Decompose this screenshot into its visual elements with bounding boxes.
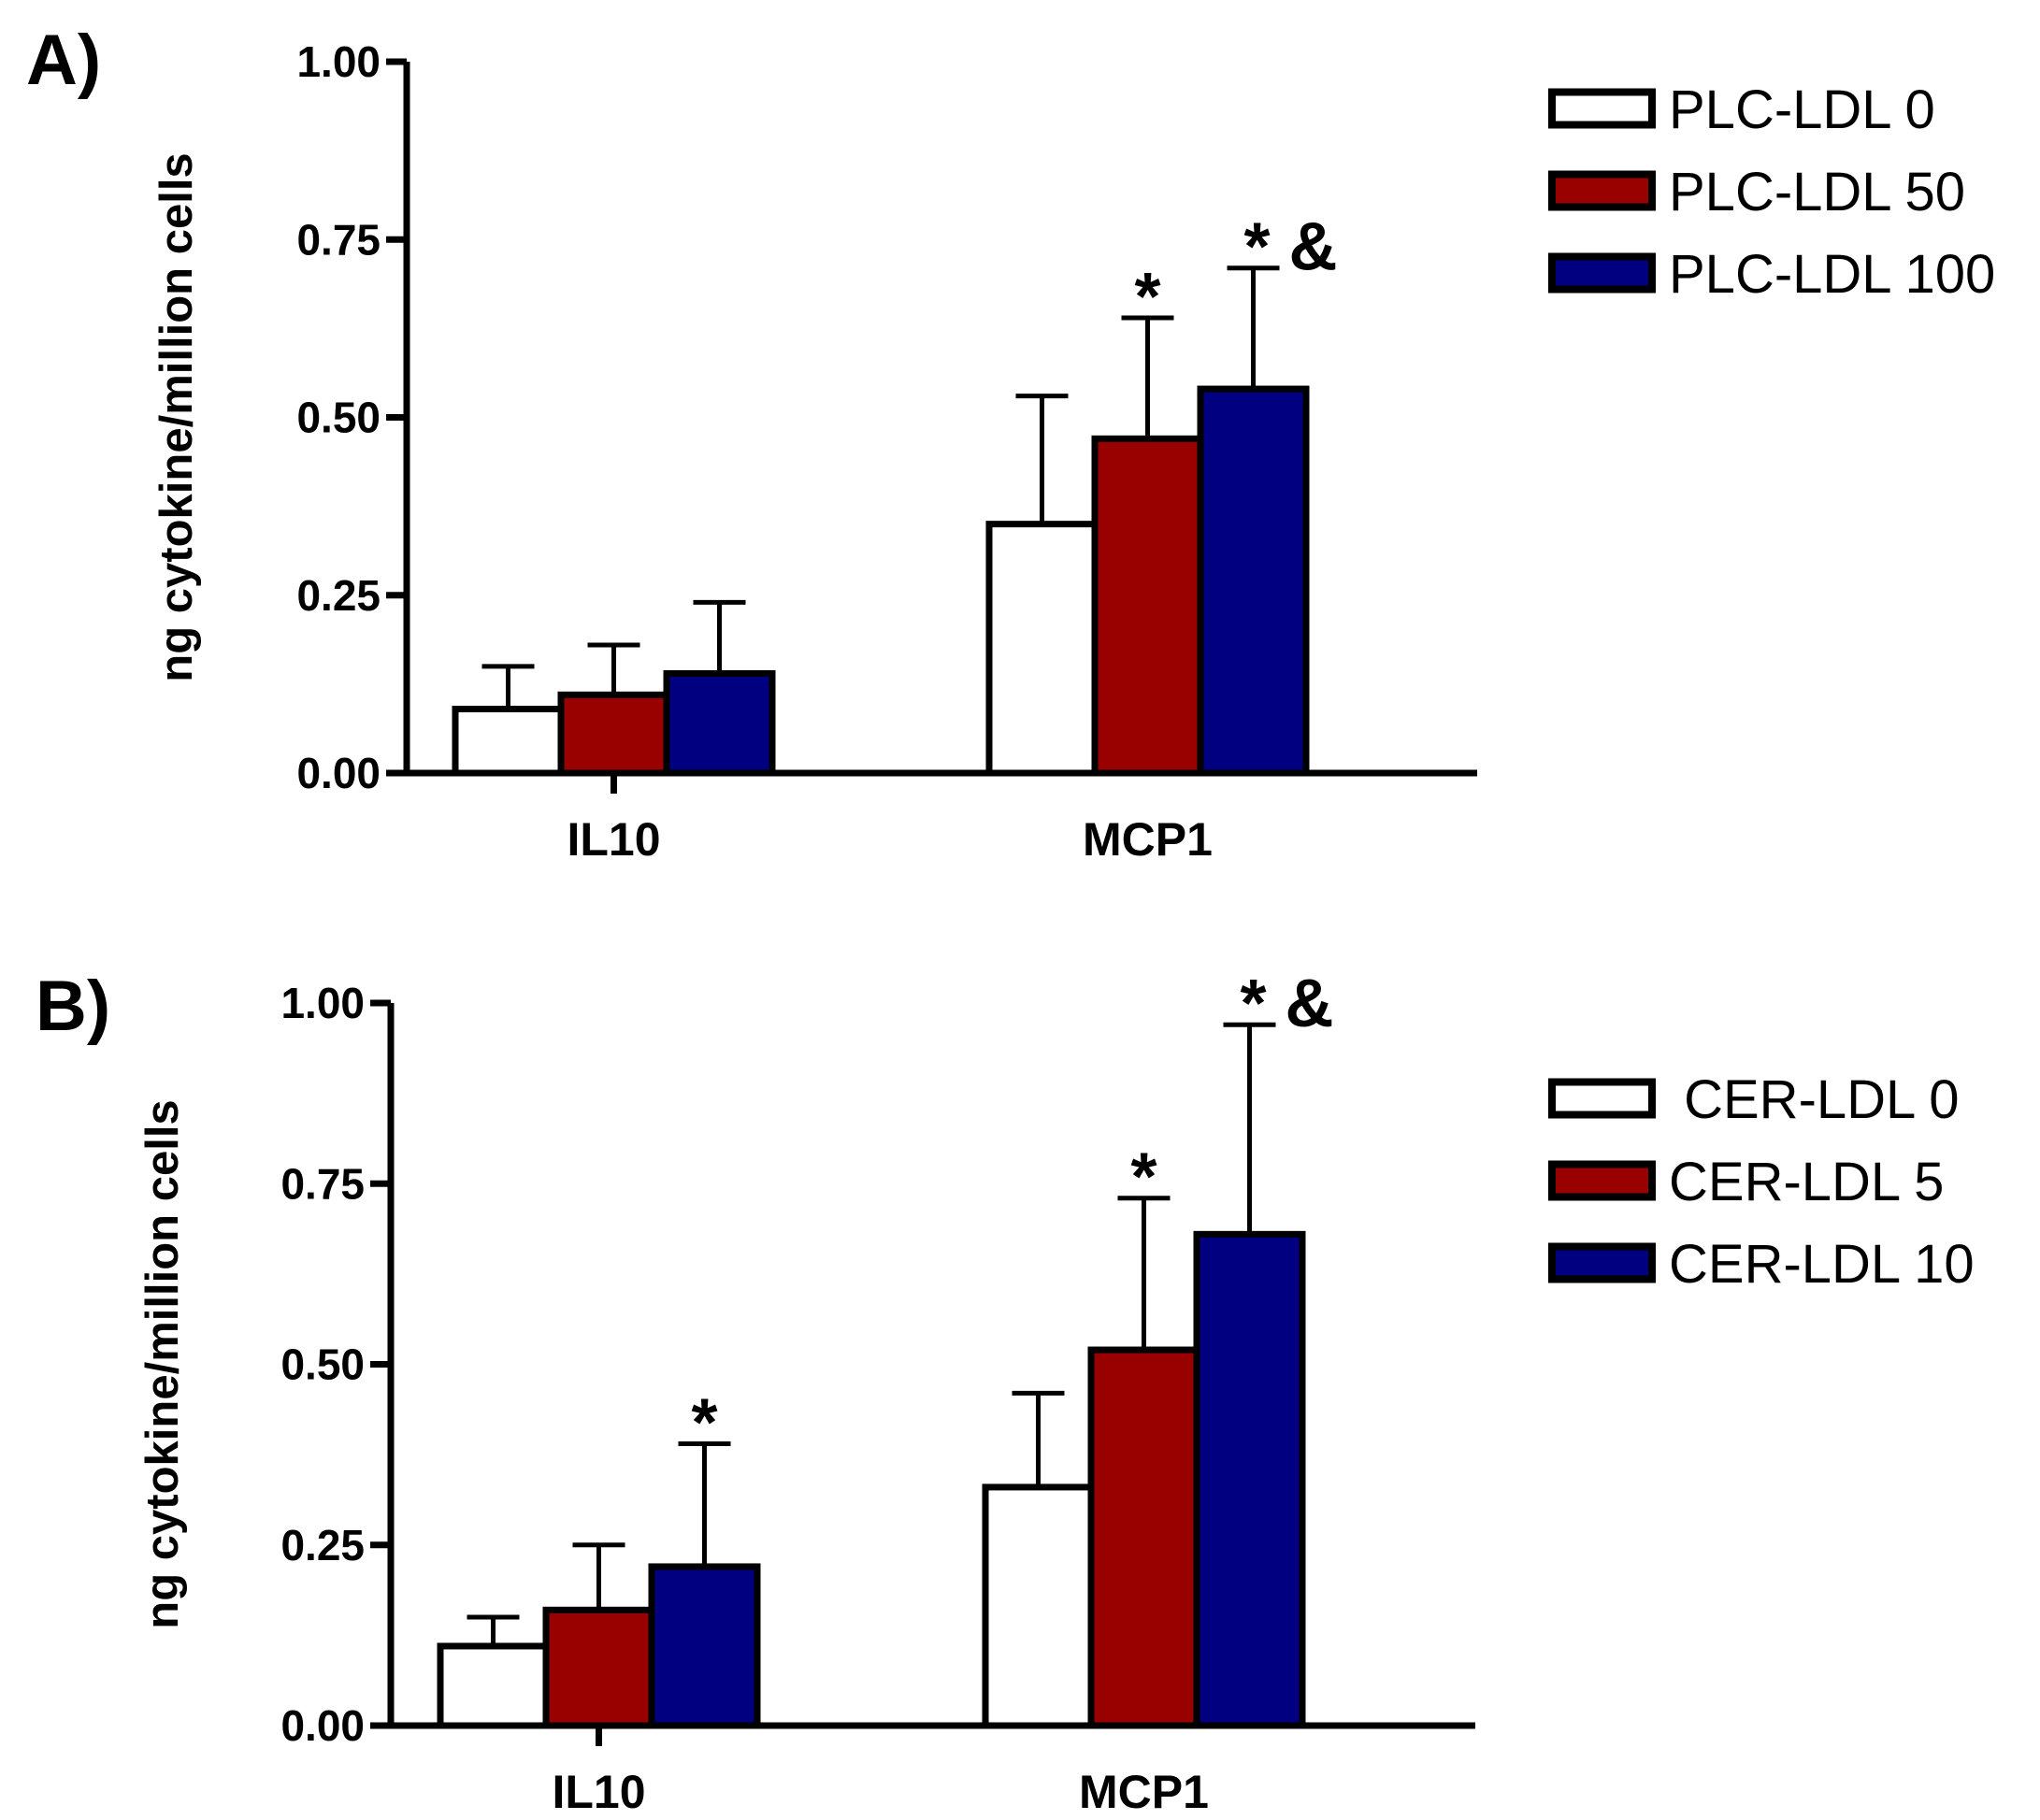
x-category-label: MCP1 bbox=[1079, 1766, 1209, 1818]
y-tick-label: 0.50 bbox=[280, 1340, 365, 1389]
y-tick-label: 0.50 bbox=[296, 394, 381, 442]
significance-marker: * bbox=[1130, 1140, 1156, 1215]
y-tick-label: 0.75 bbox=[296, 215, 381, 264]
y-tick-label: 1.00 bbox=[280, 979, 365, 1027]
bar-il10-2 bbox=[663, 669, 776, 777]
x-category-label: IL10 bbox=[567, 813, 660, 866]
bar-mcp1-0 bbox=[982, 1483, 1095, 1729]
bar-mcp1-2 bbox=[1193, 1230, 1306, 1729]
bar-il10-1 bbox=[542, 1606, 655, 1729]
bar-mcp1-1 bbox=[1087, 1346, 1200, 1729]
panel-a-chart: A) ng cytokine/million cells 0.00 0.25 0.50 0… bbox=[26, 21, 1995, 866]
y-tick-label: 0.25 bbox=[280, 1521, 365, 1569]
x-category-label: MCP1 bbox=[1083, 813, 1213, 866]
bar-mcp1-2 bbox=[1197, 385, 1310, 777]
legend-label: CER-LDL 10 bbox=[1669, 1234, 1975, 1295]
legend-label: PLC-LDL 0 bbox=[1669, 79, 1935, 140]
legend-swatch bbox=[1548, 1078, 1656, 1119]
y-axis-label: ng cytokine/million cells bbox=[137, 1099, 188, 1628]
significance-marker: * & bbox=[1243, 210, 1337, 285]
significance-marker: * bbox=[691, 1386, 717, 1461]
significance-marker: * & bbox=[1240, 967, 1333, 1041]
legend-label: CER-LDL 5 bbox=[1669, 1152, 1944, 1212]
bar-il10-0 bbox=[437, 1642, 550, 1729]
legend-label: PLC-LDL 50 bbox=[1669, 162, 1965, 222]
panel-label: B) bbox=[36, 967, 110, 1046]
bar-mcp1-0 bbox=[985, 521, 1099, 777]
x-category-label: IL10 bbox=[552, 1766, 645, 1818]
bar-il10-2 bbox=[648, 1563, 761, 1729]
legend-label: PLC-LDL 100 bbox=[1669, 244, 1995, 305]
legend-swatch bbox=[1548, 170, 1656, 211]
legend-label: CER-LDL 0 bbox=[1669, 1069, 1960, 1130]
panel-b-chart: B) ng cytokine/million cells 0.00 0.25 0.50 0… bbox=[36, 967, 1975, 1818]
y-axis-label: ng cytokine/million cells bbox=[151, 152, 202, 681]
legend-swatch bbox=[1548, 252, 1656, 294]
legend-swatch bbox=[1548, 1242, 1656, 1283]
panel-label: A) bbox=[26, 21, 101, 100]
y-tick-label: 1.00 bbox=[296, 37, 381, 86]
y-tick-label: 0.00 bbox=[296, 749, 381, 797]
y-tick-label: 0.00 bbox=[280, 1701, 365, 1750]
bar-mcp1-1 bbox=[1091, 435, 1204, 777]
y-tick-label: 0.75 bbox=[280, 1159, 365, 1208]
y-tick-label: 0.25 bbox=[296, 571, 381, 620]
legend-swatch bbox=[1548, 1160, 1656, 1201]
bar-il10-0 bbox=[452, 706, 565, 777]
bar-il10-1 bbox=[557, 691, 670, 777]
legend-swatch bbox=[1548, 88, 1656, 129]
significance-marker: * bbox=[1134, 260, 1160, 335]
